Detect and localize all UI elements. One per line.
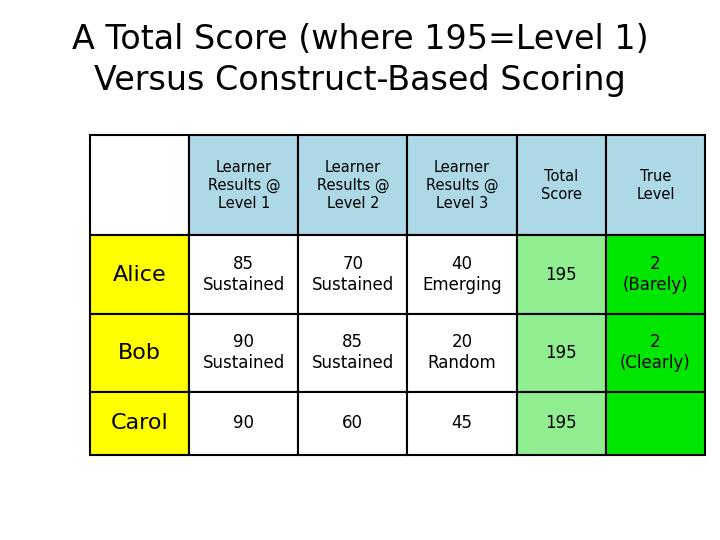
Text: 195: 195 bbox=[545, 414, 577, 433]
Bar bbox=[298, 314, 408, 391]
Text: 45: 45 bbox=[451, 414, 472, 433]
Text: 90: 90 bbox=[233, 414, 254, 433]
Text: 195: 195 bbox=[545, 266, 577, 284]
Bar bbox=[90, 135, 189, 235]
Bar bbox=[90, 314, 189, 391]
Bar bbox=[408, 392, 516, 455]
Bar bbox=[189, 235, 298, 314]
Bar bbox=[90, 235, 189, 314]
Bar bbox=[298, 235, 408, 314]
Bar bbox=[298, 392, 408, 455]
Text: Total
Score: Total Score bbox=[541, 168, 582, 202]
Bar bbox=[516, 135, 606, 235]
Bar bbox=[408, 235, 516, 314]
Text: Learner
Results @
Level 3: Learner Results @ Level 3 bbox=[426, 160, 498, 211]
Bar bbox=[606, 314, 705, 391]
Text: 85
Sustained: 85 Sustained bbox=[202, 255, 285, 294]
Text: Alice: Alice bbox=[113, 265, 166, 285]
Bar bbox=[606, 135, 705, 235]
Text: 70
Sustained: 70 Sustained bbox=[312, 255, 394, 294]
Bar bbox=[189, 392, 298, 455]
Text: 85
Sustained: 85 Sustained bbox=[312, 333, 394, 373]
Bar bbox=[298, 135, 408, 235]
Text: Bob: Bob bbox=[118, 343, 161, 363]
Text: Learner
Results @
Level 1: Learner Results @ Level 1 bbox=[207, 160, 280, 211]
Text: 195: 195 bbox=[545, 343, 577, 362]
Bar bbox=[516, 235, 606, 314]
Text: Carol: Carol bbox=[111, 414, 168, 434]
Bar bbox=[516, 314, 606, 391]
Bar bbox=[606, 235, 705, 314]
Text: True
Level: True Level bbox=[636, 168, 675, 202]
Text: 20
Random: 20 Random bbox=[428, 333, 496, 373]
Bar bbox=[408, 135, 516, 235]
Text: Learner
Results @
Level 2: Learner Results @ Level 2 bbox=[317, 160, 389, 211]
Bar bbox=[189, 314, 298, 391]
Text: 2
(Barely): 2 (Barely) bbox=[623, 255, 688, 294]
Text: 60: 60 bbox=[343, 414, 364, 433]
Text: 90
Sustained: 90 Sustained bbox=[202, 333, 285, 373]
Bar bbox=[606, 392, 705, 455]
Text: 40
Emerging: 40 Emerging bbox=[422, 255, 502, 294]
Text: 2
(Clearly): 2 (Clearly) bbox=[620, 333, 690, 373]
Bar bbox=[189, 135, 298, 235]
Text: A Total Score (where 195=Level 1)
Versus Construct-Based Scoring: A Total Score (where 195=Level 1) Versus… bbox=[72, 23, 648, 97]
Bar bbox=[516, 392, 606, 455]
Bar bbox=[408, 314, 516, 391]
Bar bbox=[90, 392, 189, 455]
